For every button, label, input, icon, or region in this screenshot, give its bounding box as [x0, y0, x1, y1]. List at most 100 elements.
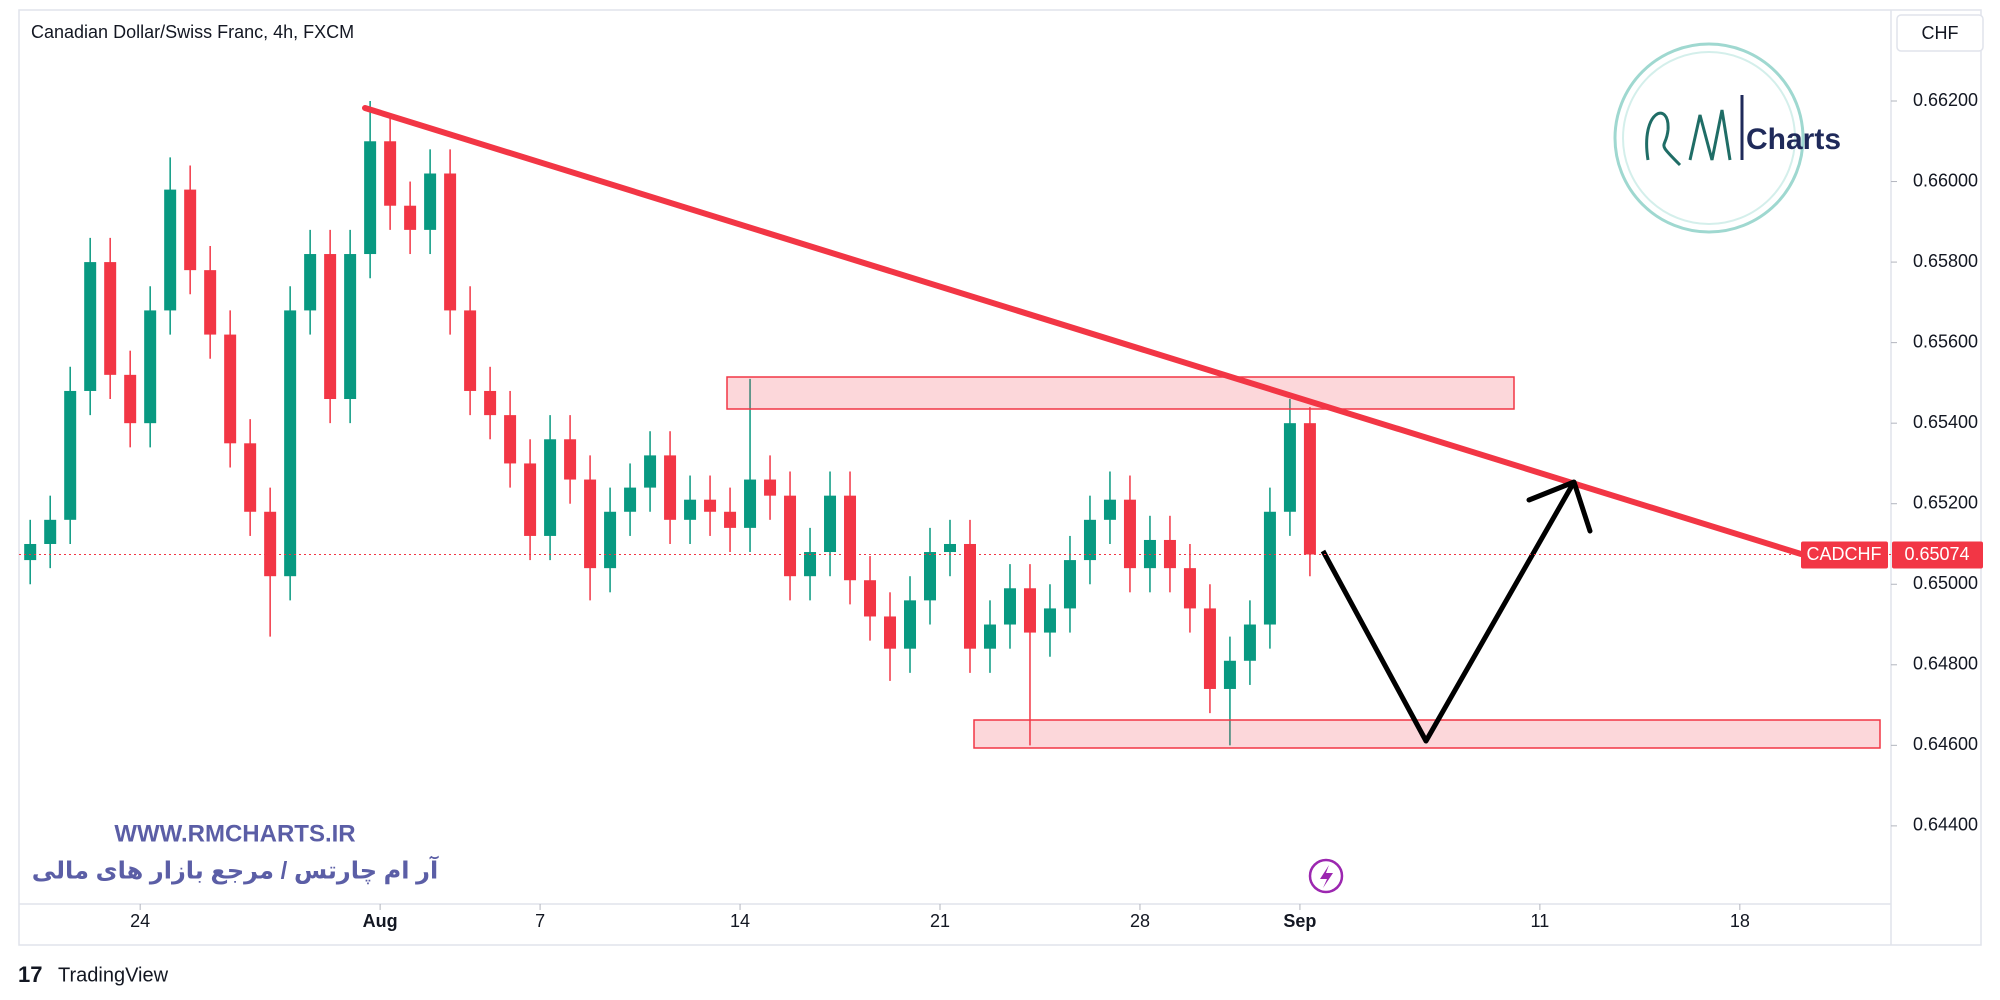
candle-body [944, 543, 956, 553]
candle-body [1023, 588, 1036, 633]
candle-body [1223, 660, 1236, 689]
logo-text: Charts [1746, 123, 1841, 156]
trend-line [362, 105, 1804, 557]
candle-body [284, 310, 297, 577]
candle-body [724, 511, 737, 528]
y-tick-label: 0.65600 [1913, 331, 1978, 351]
watermark-tagline: آر ام چارتس / مرجع بازار های مالی [32, 855, 439, 884]
currency-box [1896, 14, 1984, 52]
y-tick-label: 0.64800 [1913, 654, 1978, 674]
candle-body [344, 254, 357, 400]
x-tick-label: 21 [930, 911, 950, 931]
candle-body [424, 173, 437, 230]
price-badge [1892, 541, 1983, 569]
candle-body [963, 543, 976, 649]
x-tick-label: 14 [730, 911, 750, 931]
candle-body [524, 463, 537, 536]
projection-path [1320, 480, 1577, 744]
candle-body [84, 262, 97, 391]
candles [24, 101, 1316, 746]
candle-body [24, 543, 37, 561]
x-tick-label: 28 [1130, 911, 1150, 931]
candle-body [1183, 568, 1196, 609]
candle-body [1063, 560, 1076, 609]
candle-body [1043, 608, 1056, 633]
candle-body [904, 600, 917, 649]
candle-body [564, 439, 577, 480]
candle-body [324, 254, 337, 400]
chart-title: Canadian Dollar/Swiss Franc, 4h, FXCM [31, 22, 354, 42]
candle-body [784, 495, 797, 577]
currency-label: CHF [1922, 23, 1959, 43]
symbol-label: CADCHF [1807, 544, 1882, 564]
resistance-zone [726, 376, 1515, 410]
candle-body [1203, 608, 1216, 689]
y-tick-label: 0.65800 [1913, 251, 1978, 271]
candle-body [224, 334, 237, 444]
candle-body [364, 141, 377, 255]
y-tick-label: 0.65200 [1913, 492, 1978, 512]
projection-arrowhead [1526, 479, 1593, 534]
price-label: 0.65074 [1904, 544, 1969, 564]
candle-body [744, 479, 757, 528]
candle-body [1003, 588, 1016, 625]
x-tick-label: Aug [363, 911, 398, 931]
x-tick-label: Sep [1283, 911, 1316, 931]
footer-logo: 17 [18, 962, 42, 987]
x-tick-label: 24 [130, 911, 150, 931]
candle-body [124, 374, 137, 424]
candle-body [824, 495, 837, 553]
candle-body [684, 499, 697, 520]
candle-body [184, 189, 197, 271]
candle-body [983, 624, 996, 649]
x-tick-label: 7 [535, 911, 545, 931]
candle-body [204, 270, 217, 335]
candle-body [1123, 499, 1136, 569]
candle-body [164, 189, 177, 311]
candle-body [264, 511, 277, 577]
candle-body [644, 455, 657, 488]
candle-body [464, 310, 477, 391]
candle-body [704, 499, 717, 512]
y-tick-label: 0.66000 [1913, 170, 1978, 190]
candle-body [624, 487, 637, 512]
candle-body [444, 173, 457, 311]
y-tick-label: 0.65400 [1913, 412, 1978, 432]
candle-body [1263, 511, 1276, 625]
candle-body [844, 495, 857, 581]
y-tick-label: 0.64600 [1913, 734, 1978, 754]
watermark-url: WWW.RMCHARTS.IR [114, 820, 355, 847]
candle-body [44, 519, 57, 544]
candle-body [1303, 423, 1316, 555]
candle-body [864, 580, 877, 617]
candle-body [884, 616, 897, 649]
logo-circle [1613, 42, 1805, 234]
candle-body [484, 390, 497, 416]
support-zone [973, 719, 1881, 749]
logo-circle-inner [1622, 51, 1796, 225]
candle-body [664, 455, 677, 520]
candle-body [1083, 519, 1096, 561]
event-icon-bolt [1320, 865, 1333, 888]
y-tick-label: 0.66200 [1913, 90, 1978, 110]
candle-body [804, 552, 817, 577]
candle-body [584, 479, 597, 569]
candle-body [924, 552, 937, 601]
y-tick-label: 0.64400 [1913, 815, 1978, 835]
candle-body [404, 205, 417, 230]
footer-text: TradingView [58, 964, 169, 986]
candle-body [764, 479, 777, 496]
candle-body [544, 439, 557, 536]
candle-body [1283, 423, 1296, 512]
candle-body [304, 254, 317, 311]
candle-body [104, 262, 117, 375]
candle-body [64, 390, 77, 520]
y-tick-label: 0.65000 [1913, 573, 1978, 593]
symbol-badge [1801, 541, 1888, 569]
logo-mark [1645, 109, 1732, 167]
candle-body [604, 511, 617, 569]
chart-frame [18, 9, 1982, 946]
x-tick-label: 18 [1730, 911, 1750, 931]
candle-body [384, 141, 397, 206]
